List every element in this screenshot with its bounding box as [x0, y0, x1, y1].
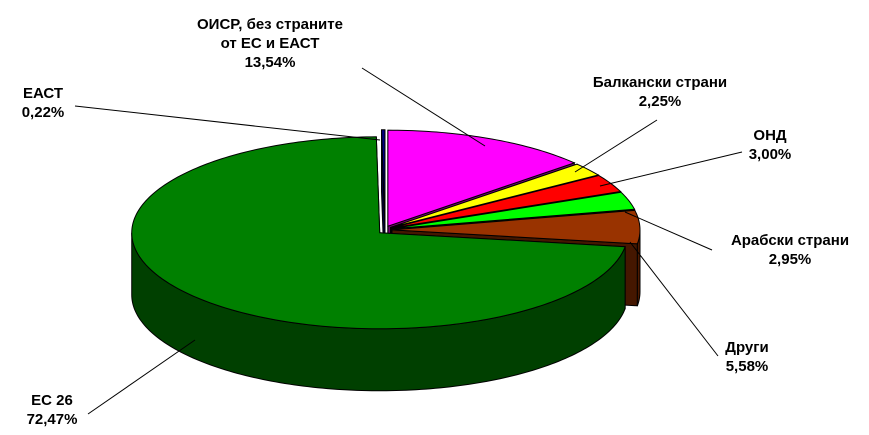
category-label: ОИСР, без страните от ЕС и ЕАСТ — [197, 16, 343, 52]
leader-line — [629, 241, 719, 357]
value-label: 13,54% — [244, 54, 296, 71]
slice — [390, 163, 600, 228]
value-label: 2,95% — [768, 251, 812, 268]
slice-label: ОИСР, без страните от ЕС и ЕАСТ 13,54% — [190, 15, 350, 72]
value-label: 5,58% — [725, 358, 769, 375]
value-label: 0,22% — [21, 104, 65, 121]
slice — [131, 136, 626, 330]
leader-line — [361, 67, 486, 147]
value-label: 3,00% — [748, 146, 792, 163]
category-label: ЕАСТ — [22, 85, 64, 102]
leader-line — [574, 119, 658, 173]
category-label: ЕС 26 — [31, 392, 73, 409]
leader-line — [74, 105, 381, 141]
slice-label: Балкански страни 2,25% — [570, 73, 750, 111]
slice-label: ЕС 26 72,47% — [12, 391, 92, 429]
slice-label: ЕАСТ 0,22% — [8, 84, 78, 122]
slice — [381, 129, 386, 226]
leader-line — [87, 339, 196, 415]
category-label: Арабски страни — [730, 232, 850, 249]
slice-label: Арабски страни 2,95% — [710, 231, 869, 269]
slice — [391, 191, 636, 230]
value-label: 72,47% — [26, 411, 78, 428]
leader-line — [624, 211, 713, 251]
category-label: Балкански страни — [592, 74, 728, 91]
leader-line — [599, 151, 743, 187]
slice-label: Други 5,58% — [712, 338, 782, 376]
slice-label: ОНД 3,00% — [735, 126, 805, 164]
value-label: 2,25% — [638, 93, 682, 110]
slice — [387, 129, 576, 227]
category-label: Други — [725, 339, 769, 356]
slice — [391, 209, 641, 245]
category-label: ОНД — [753, 127, 787, 144]
